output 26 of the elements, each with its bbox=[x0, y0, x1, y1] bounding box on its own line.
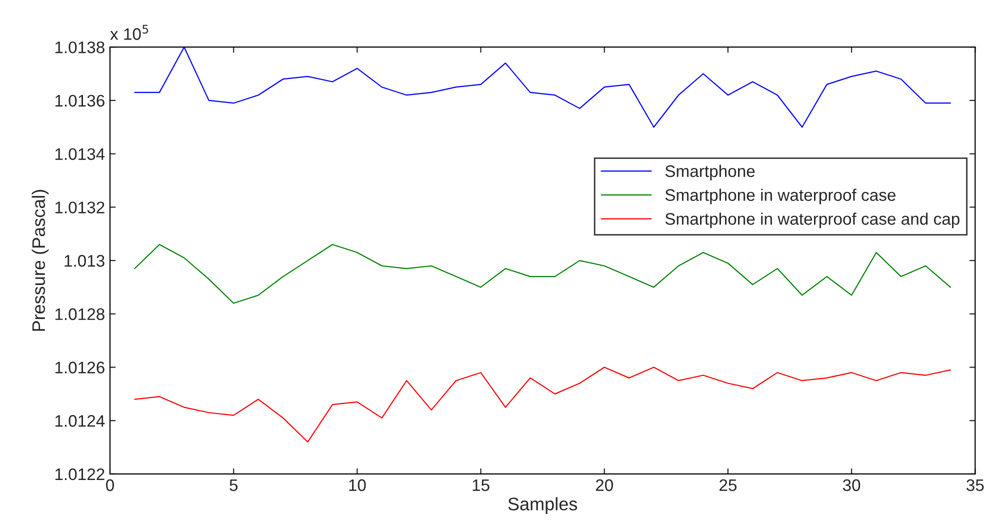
y-tick-label: 1.0126 bbox=[55, 362, 104, 374]
line-series bbox=[134, 366, 951, 443]
legend-label: Smartphone in waterproof case and cap bbox=[665, 212, 960, 228]
x-tick-label: 5 bbox=[230, 479, 238, 492]
x-tick-label: 15 bbox=[472, 479, 490, 492]
y-tick-label: 1.0134 bbox=[55, 148, 105, 160]
x-tick-label: 35 bbox=[966, 479, 984, 492]
y-tick-label: 1.0138 bbox=[55, 41, 104, 54]
y-tick-label: 1.0124 bbox=[55, 415, 105, 427]
y-tick-label: 1.0122 bbox=[55, 468, 104, 480]
text: x 10$^{5}$ bbox=[110, 24, 148, 40]
y-tick-label: 1.0132 bbox=[55, 202, 104, 214]
y-tick-label: 1.0136 bbox=[55, 94, 104, 107]
y-axis-title: Pressure (Pascal) bbox=[32, 190, 49, 331]
x-tick-label: 30 bbox=[842, 479, 860, 492]
x-tick-label: 10 bbox=[349, 479, 366, 492]
legend-label: Smartphone in waterproof case bbox=[665, 188, 896, 204]
y-tick-label: 1.013 bbox=[64, 254, 104, 267]
x-axis-title: Samples bbox=[508, 497, 578, 514]
y-tick-label: 1.0128 bbox=[55, 308, 104, 320]
line-series bbox=[134, 244, 951, 304]
legend-label: Smartphone bbox=[665, 164, 755, 180]
x-tick-label: 0 bbox=[106, 479, 114, 492]
line-series bbox=[134, 47, 951, 128]
x-tick-label: 25 bbox=[720, 479, 737, 492]
x-tick-label: 20 bbox=[596, 479, 613, 492]
